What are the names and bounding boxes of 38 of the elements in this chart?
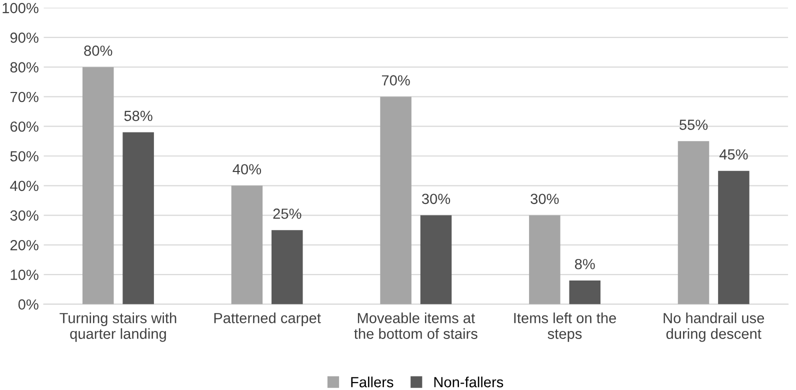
x-tick-label: Turning stairs with quarter landing <box>60 312 176 342</box>
y-tick-label: 30% <box>10 210 38 221</box>
data-label: 80% <box>84 46 112 56</box>
y-tick-label: 10% <box>10 270 38 280</box>
data-label: 55% <box>680 120 708 130</box>
data-label: 45% <box>719 149 748 160</box>
y-tick-label: 0% <box>18 299 38 310</box>
y-tick-label: 80% <box>10 62 38 73</box>
bar <box>718 170 750 304</box>
bar <box>420 215 452 304</box>
y-tick-label: 20% <box>10 240 38 250</box>
data-label: 30% <box>422 194 450 204</box>
y-tick-label: 50% <box>10 151 38 162</box>
bar <box>122 132 154 304</box>
bar <box>529 215 560 304</box>
data-label: 70% <box>382 75 410 86</box>
x-tick-label: Patterned carpet <box>214 312 321 326</box>
data-label: 25% <box>273 208 302 219</box>
y-tick-label: 40% <box>10 180 38 192</box>
bar <box>272 230 303 304</box>
data-label: 40% <box>232 164 262 174</box>
y-tick-label: 100% <box>2 2 38 14</box>
bar <box>569 280 600 304</box>
data-label: 58% <box>124 110 152 122</box>
bar <box>82 67 114 304</box>
legend-label: Fallers <box>351 376 394 388</box>
bar <box>380 96 412 304</box>
data-label: 30% <box>530 194 559 204</box>
bar <box>678 141 710 304</box>
x-tick-label: No handrail use during descent <box>664 312 764 342</box>
y-tick-label: 90% <box>10 32 38 43</box>
x-tick-label: Moveable items at the bottom of stairs <box>354 312 478 339</box>
y-tick-label: 60% <box>10 121 38 132</box>
data-label: 8% <box>574 258 595 270</box>
bar <box>231 186 263 304</box>
legend-label: Non-fallers <box>434 376 504 388</box>
x-tick-label: Items left on the steps <box>514 312 616 342</box>
y-tick-label: 70% <box>10 92 38 102</box>
